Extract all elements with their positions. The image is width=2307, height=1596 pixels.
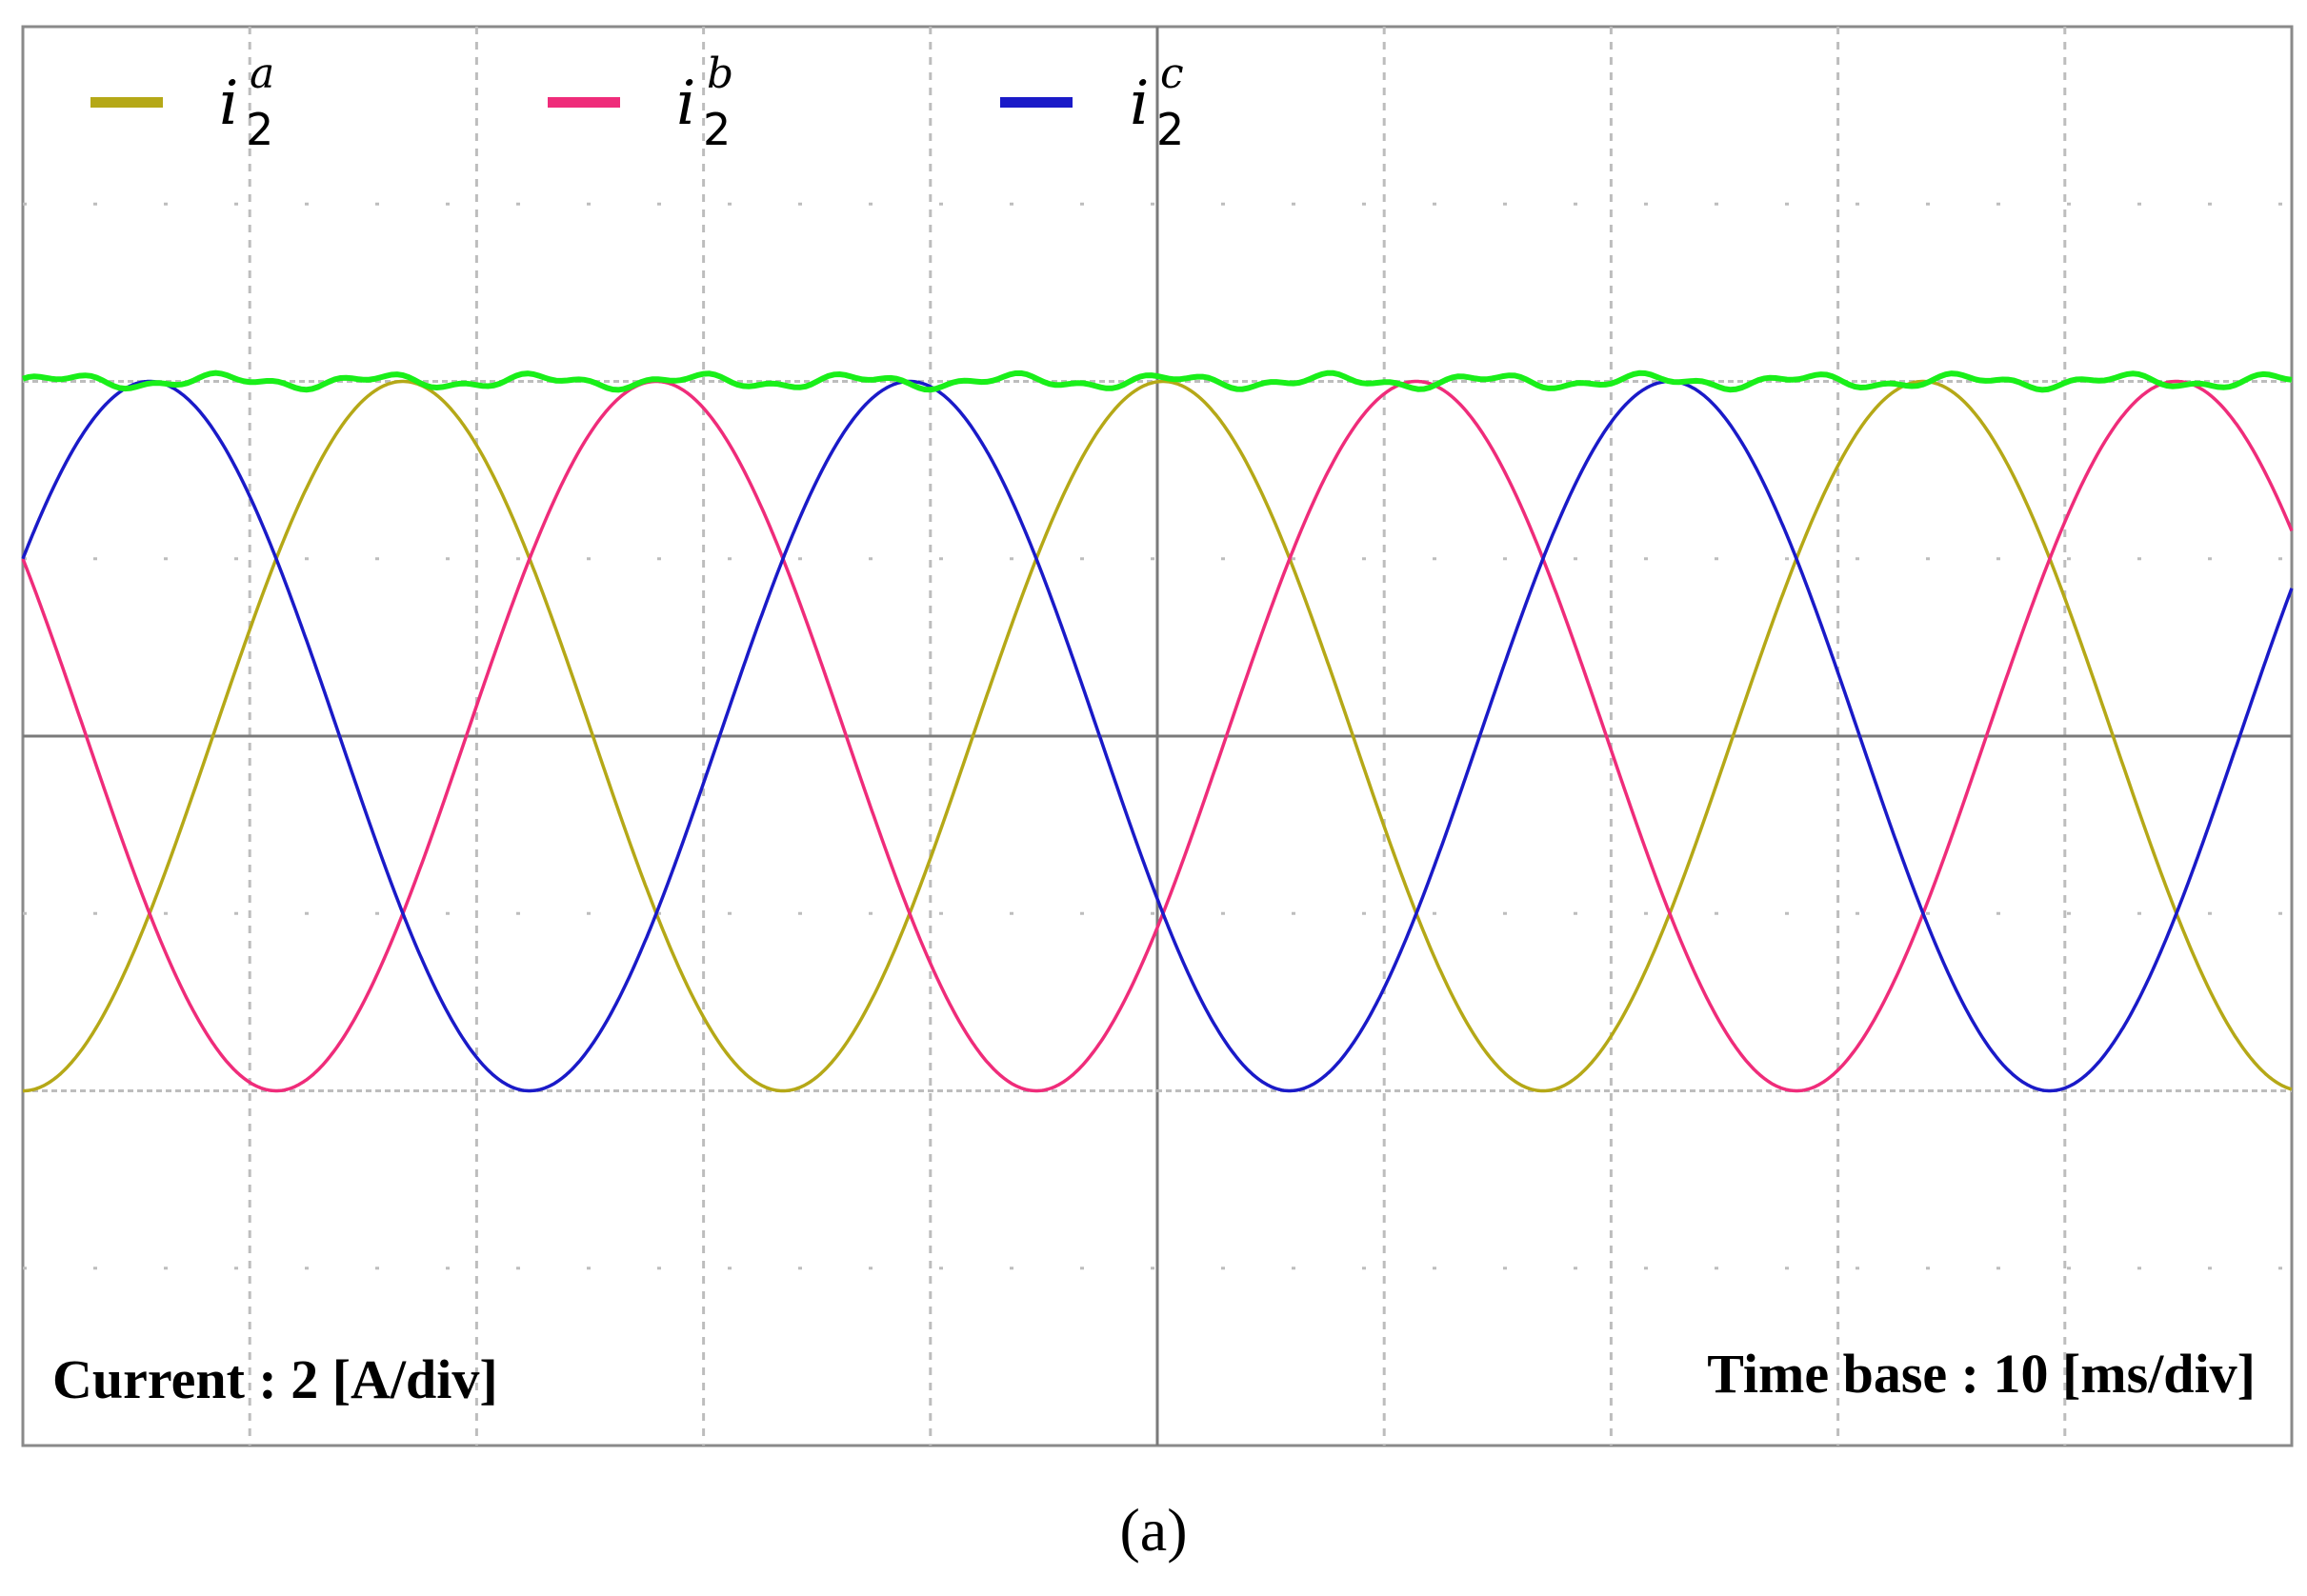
legend-entry-i2c: i c 2 [1000, 50, 1184, 155]
legend-label-i2a-base: i [219, 69, 238, 139]
legend-label-i2b-sub: 2 [703, 104, 731, 155]
series-line-i2b [21, 379, 2294, 1093]
legend: i a 2 i b 2 i c 2 [90, 50, 1184, 155]
svg-text:i: i [219, 69, 238, 139]
legend-swatch-i2a [90, 97, 163, 108]
legend-label-i2b-base: i [676, 69, 695, 139]
current-scale-annotation: Current : 2 [A/div] [52, 1348, 498, 1410]
timebase-annotation: Time base : 10 [ms/div] [1707, 1343, 2256, 1405]
svg-text:i: i [676, 69, 695, 139]
legend-swatch-i2b [548, 97, 620, 108]
series-line-i2c [21, 379, 2294, 1093]
envelope-line [22, 369, 2293, 393]
panel-label: (a) [1119, 1496, 1188, 1564]
legend-label-i2a-sub: 2 [246, 104, 273, 155]
legend-label-i2c-sub: 2 [1156, 104, 1184, 155]
legend-label-i2c-sup: c [1160, 50, 1184, 98]
legend-label-i2c-base: i [1130, 69, 1149, 139]
legend-label-i2b-sup: b [707, 50, 733, 98]
legend-label-i2a-sup: a [250, 50, 274, 98]
traces [21, 369, 2294, 1093]
svg-text:i: i [1130, 69, 1149, 139]
legend-entry-i2b: i b 2 [548, 50, 733, 155]
series-line-i2a [23, 379, 2293, 1093]
legend-entry-i2a: i a 2 [90, 50, 274, 155]
legend-swatch-i2c [1000, 97, 1073, 108]
